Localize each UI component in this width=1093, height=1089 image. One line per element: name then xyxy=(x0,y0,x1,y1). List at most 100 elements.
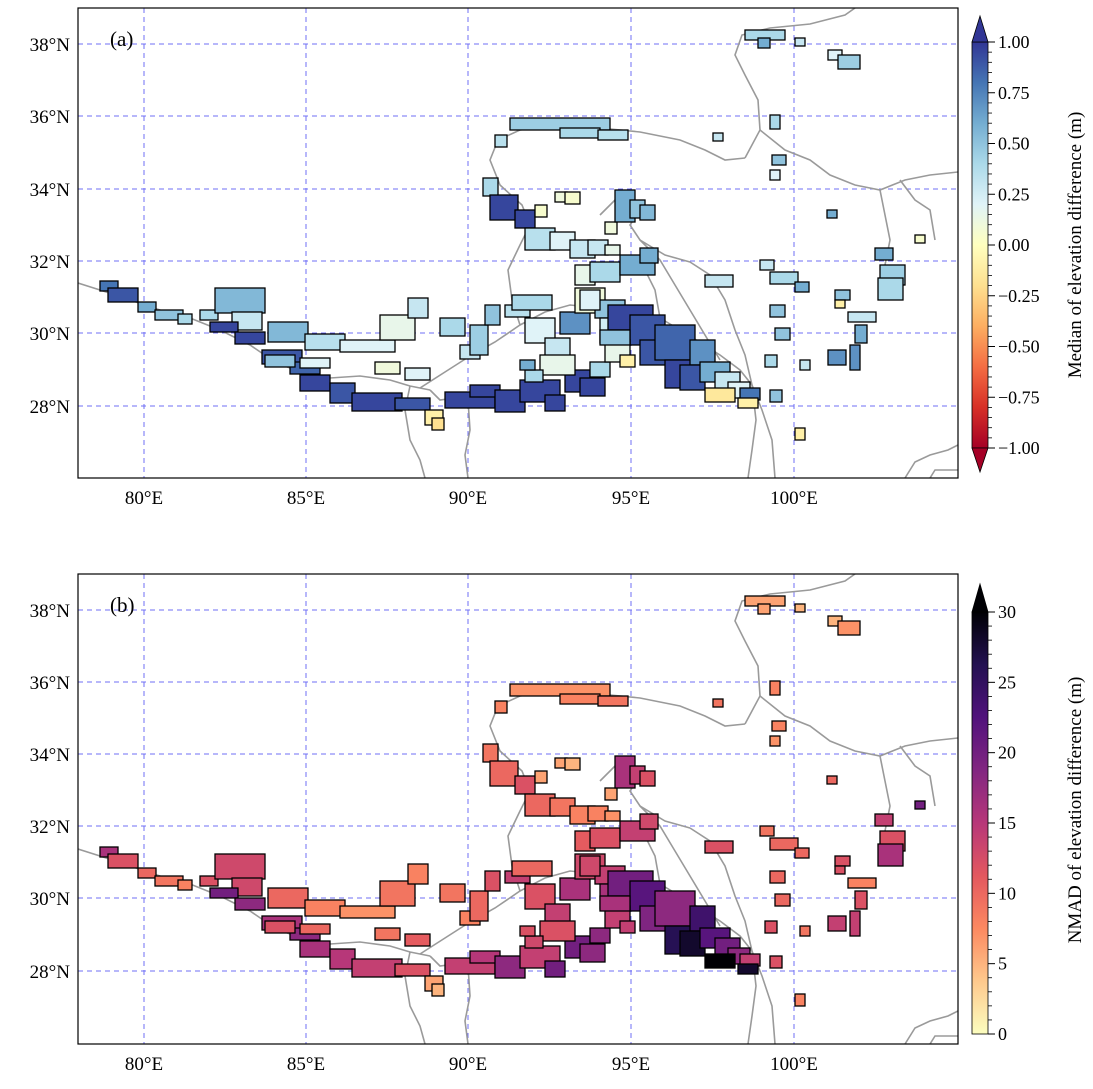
median-cell xyxy=(834,299,846,309)
nmad-cell xyxy=(559,693,601,705)
median-cell xyxy=(511,294,553,311)
extend-max-arrow xyxy=(971,14,989,43)
median-cell xyxy=(757,37,771,49)
nmad-cell xyxy=(564,757,581,771)
lat-tick-label: 32°N xyxy=(30,817,71,838)
nmad-cell xyxy=(439,883,466,903)
nmad-cell xyxy=(544,960,566,978)
colorbar-label: Median of elevation difference (m) xyxy=(1065,112,1086,379)
nmad-cell xyxy=(407,863,429,885)
nmad-cell xyxy=(199,875,219,887)
nmad-cell xyxy=(769,735,781,747)
nmad-cell xyxy=(914,800,926,810)
median-cell xyxy=(737,397,759,409)
colorbar-tick-label: 10 xyxy=(998,883,1016,903)
median-cell xyxy=(231,311,263,331)
median-cell xyxy=(849,344,861,371)
nmad-cell xyxy=(712,698,724,708)
nmad-cells xyxy=(99,595,926,1007)
lat-tick-label: 34°N xyxy=(30,745,71,766)
nmad-cell xyxy=(794,847,810,859)
lon-tick-label: 95°E xyxy=(612,1054,650,1075)
nmad-cell xyxy=(827,915,847,932)
panel-a: 80°E 85°E 90°E 95°E 100°E 38°N 36°N 34°N 32°N 30… xyxy=(30,7,1086,509)
panel-label: (a) xyxy=(110,27,133,51)
nmad-cell xyxy=(877,843,904,867)
colorbar-bar xyxy=(971,611,989,1035)
median-cell xyxy=(404,367,431,381)
median-cell xyxy=(759,259,775,271)
lon-tick-label: 80°E xyxy=(125,488,163,509)
median-cell xyxy=(177,313,193,325)
colorbar-tick-label: 25 xyxy=(998,672,1016,692)
nmad-cell xyxy=(264,920,296,934)
colorbar-ticks: 1.00 0.75 0.50 0.25 0.00 −0.25 −0.50 −0.75 −1.00 xyxy=(988,32,1040,458)
nmad-cell xyxy=(379,880,416,907)
colorbar-tick-label: −1.00 xyxy=(998,438,1040,458)
median-cell xyxy=(299,357,331,369)
nmad-cell xyxy=(759,825,775,837)
median-cell xyxy=(854,324,868,344)
lat-tick-labels: 38°N 36°N 34°N 32°N 30°N 28°N xyxy=(30,35,71,418)
lat-tick-label: 32°N xyxy=(30,252,71,273)
median-cell xyxy=(137,301,157,313)
lat-tick-label: 38°N xyxy=(30,601,71,622)
nmad-cell xyxy=(619,920,636,934)
nmad-cell xyxy=(704,840,734,854)
median-cell xyxy=(771,154,787,166)
median-cell xyxy=(559,311,591,335)
nmad-cell xyxy=(639,770,656,787)
median-cell xyxy=(589,361,611,378)
nmad-cell xyxy=(329,948,356,970)
colorbar-tick-label: 0.25 xyxy=(998,184,1030,204)
nmad-cell xyxy=(394,963,431,977)
nmad-cell xyxy=(757,603,771,615)
nmad-cell xyxy=(849,910,861,937)
nmad-cell xyxy=(834,865,846,875)
median-cells xyxy=(99,29,926,441)
median-cell xyxy=(299,374,331,392)
nmad-cell xyxy=(799,925,811,937)
median-cell xyxy=(514,209,536,229)
median-cell xyxy=(379,314,416,341)
nmad-cell xyxy=(482,743,499,763)
nmad-cell xyxy=(107,853,139,869)
lon-tick-label: 100°E xyxy=(770,488,818,509)
median-cell xyxy=(712,132,724,142)
median-cell xyxy=(914,234,926,244)
colorbar-tick-label: 0.00 xyxy=(998,235,1030,255)
nmad-cell xyxy=(689,905,716,932)
median-cell xyxy=(794,281,810,293)
colorbar-tick-label: 15 xyxy=(998,813,1016,833)
nmad-cell xyxy=(589,927,611,944)
nmad-cell xyxy=(494,700,508,714)
extend-min-arrow xyxy=(971,447,989,474)
median-cell xyxy=(267,321,309,343)
nmad-cell xyxy=(599,895,631,912)
median-cell xyxy=(589,261,621,283)
lon-tick-label: 85°E xyxy=(287,1054,325,1075)
lat-tick-labels: 38°N 36°N 34°N 32°N 30°N 28°N xyxy=(30,601,71,983)
nmad-cell xyxy=(177,879,193,891)
median-cell xyxy=(374,361,401,375)
lat-tick-label: 38°N xyxy=(30,35,71,56)
colorbar-tick-label: −0.25 xyxy=(998,286,1040,306)
median-cell xyxy=(639,247,659,264)
colorbar-tick-label: −0.50 xyxy=(998,337,1040,357)
nmad-cell xyxy=(231,877,263,897)
nmad-cell xyxy=(214,853,266,880)
median-cell xyxy=(604,221,618,235)
median-cell xyxy=(489,194,519,221)
median-cell xyxy=(837,54,861,70)
median-cell xyxy=(799,359,811,371)
nmad-cell xyxy=(469,890,489,922)
nmad-cell xyxy=(511,860,553,877)
nmad-cell xyxy=(764,920,778,934)
median-cell xyxy=(769,169,781,181)
nmad-cell xyxy=(794,603,806,613)
map-border xyxy=(77,573,959,1045)
nmad-cell xyxy=(834,855,851,867)
median-cell xyxy=(482,177,499,197)
nmad-cell xyxy=(771,720,787,732)
nmad-cell xyxy=(519,925,536,937)
